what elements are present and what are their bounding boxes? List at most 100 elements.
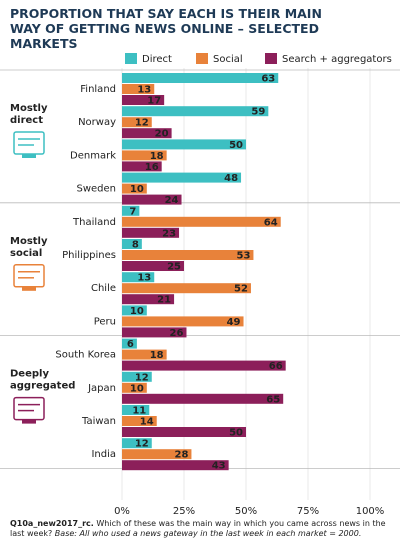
bar — [122, 427, 246, 437]
footnote-base-label: Base: — [54, 529, 77, 538]
value-label: 12 — [135, 118, 149, 129]
y-tick-label: South Korea — [55, 350, 116, 361]
footnote-base: All who used a news gateway in the last … — [79, 529, 362, 538]
bar — [122, 161, 162, 172]
x-tick-label: 50% — [235, 506, 257, 517]
bar — [122, 194, 182, 205]
group-label: aggregated — [10, 381, 75, 392]
y-tick-label: India — [91, 449, 116, 460]
group-icon — [13, 264, 45, 288]
legend-label: Social — [213, 54, 243, 65]
legend-swatch — [125, 53, 137, 64]
group-icon — [22, 154, 36, 158]
bar — [122, 150, 167, 161]
value-label: 23 — [162, 228, 176, 239]
value-label: 13 — [137, 273, 151, 284]
y-tick-label: Taiwan — [81, 416, 116, 427]
bar — [122, 117, 152, 128]
value-label: 50 — [229, 140, 243, 151]
bar — [122, 460, 229, 471]
bar — [122, 349, 167, 360]
value-label: 24 — [165, 195, 179, 206]
bar — [122, 416, 157, 426]
value-label: 13 — [137, 85, 151, 96]
bar — [122, 327, 187, 338]
group-icon — [22, 419, 36, 424]
value-label: 21 — [157, 295, 171, 306]
x-tick-label: 100% — [356, 506, 385, 517]
bar — [122, 338, 137, 349]
bar — [122, 382, 147, 393]
bar — [122, 73, 279, 83]
bar — [122, 449, 192, 460]
footnote: Q10a_new2017_rc. Which of these was the … — [10, 519, 395, 539]
y-tick-label: Thailand — [72, 217, 116, 228]
value-label: 25 — [167, 262, 181, 273]
value-label: 53 — [237, 251, 251, 262]
bar — [122, 95, 165, 105]
y-tick-label: Finland — [80, 84, 116, 95]
legend-label: Direct — [142, 54, 172, 65]
x-tick-label: 25% — [173, 506, 195, 517]
value-label: 48 — [224, 173, 238, 184]
bar — [122, 294, 175, 305]
bar — [122, 272, 155, 283]
bar — [122, 305, 147, 316]
y-tick-label: Philippines — [62, 250, 116, 261]
value-label: 10 — [130, 383, 144, 394]
bar — [122, 239, 142, 249]
bar — [122, 438, 152, 449]
value-label: 8 — [132, 240, 139, 251]
group-icon — [13, 131, 45, 155]
value-label: 49 — [227, 317, 241, 328]
value-label: 63 — [261, 74, 275, 85]
group-icon — [22, 286, 36, 291]
value-label: 7 — [129, 206, 136, 217]
bar — [122, 371, 152, 382]
y-tick-label: Chile — [91, 283, 116, 294]
value-label: 17 — [147, 96, 161, 107]
y-tick-label: Japan — [87, 383, 116, 394]
bar — [122, 128, 172, 139]
y-tick-label: Denmark — [70, 150, 116, 161]
bar — [122, 205, 140, 216]
footnote-code: Q10a_new2017_rc. — [10, 519, 94, 528]
bar — [122, 283, 251, 294]
bar — [122, 405, 150, 415]
y-tick-label: Norway — [78, 117, 116, 128]
value-label: 52 — [234, 284, 248, 295]
group-label: Mostly — [10, 103, 48, 114]
value-label: 59 — [251, 107, 265, 118]
bar — [122, 139, 246, 150]
bar — [122, 172, 242, 183]
value-label: 65 — [266, 394, 280, 405]
chart-title: PROPORTION THAT SAY EACH IS THEIR MAIN W… — [10, 6, 322, 51]
value-label: 12 — [135, 439, 149, 450]
bar — [122, 84, 155, 94]
bar — [122, 393, 284, 404]
group-label: Mostly — [10, 236, 48, 247]
group-icon — [13, 396, 45, 421]
value-label: 11 — [132, 406, 146, 417]
bar — [122, 227, 180, 238]
footnote-question: Which of these was the main way in which… — [10, 519, 386, 538]
group-label: direct — [10, 115, 43, 126]
bar — [122, 250, 254, 260]
bar — [122, 261, 184, 271]
legend-swatch — [196, 53, 208, 64]
x-tick-label: 0% — [114, 506, 130, 517]
value-label: 16 — [145, 162, 159, 173]
x-tick-label: 75% — [297, 506, 319, 517]
bar — [122, 183, 147, 194]
value-label: 64 — [264, 217, 278, 228]
value-label: 18 — [150, 151, 164, 162]
legend-swatch — [265, 53, 277, 64]
value-label: 6 — [127, 339, 134, 350]
value-label: 10 — [130, 306, 144, 317]
value-label: 28 — [175, 450, 189, 461]
value-label: 26 — [170, 328, 184, 339]
group-label: social — [10, 248, 42, 259]
bar — [122, 316, 244, 327]
